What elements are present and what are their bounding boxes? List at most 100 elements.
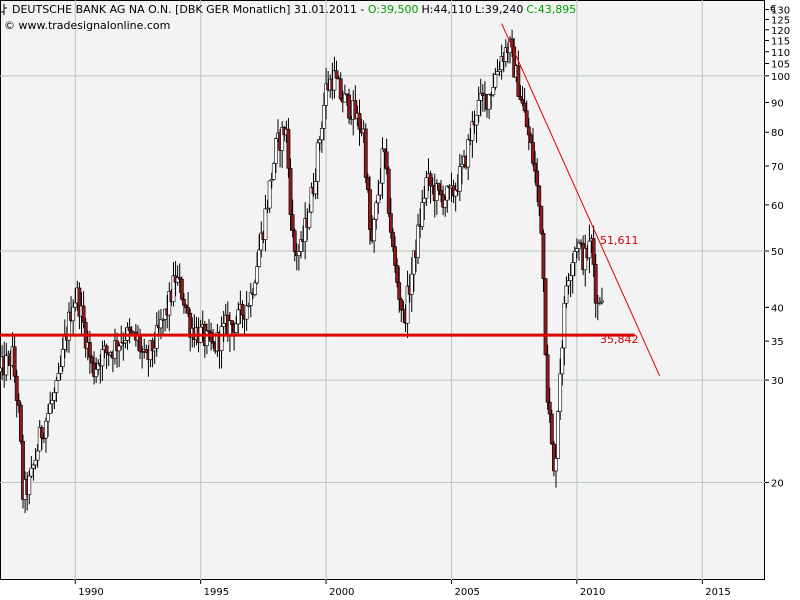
candle-body (368, 189, 372, 230)
candle-body (52, 392, 57, 401)
x-tick-label: 2015 (705, 587, 730, 598)
candle-body (67, 311, 71, 341)
candle-body (574, 248, 579, 252)
copyright-text: © www.tradesignalonline.com (4, 19, 170, 32)
candle-body (58, 366, 63, 374)
y-tick-label: 70 (771, 162, 784, 173)
header-title: DEUTSCHE BANK AG NA O.N. [DBK GER Monatl… (12, 3, 368, 16)
candle-body (518, 96, 523, 100)
candle-body (393, 246, 397, 266)
y-tick-label: 115 (771, 37, 790, 48)
header-close: C:43,895 (526, 3, 576, 16)
candle-body (531, 142, 535, 164)
candle-body (21, 441, 25, 500)
candle-body (73, 302, 78, 308)
candle-body (317, 139, 322, 144)
candle-body (4, 355, 9, 376)
currency-label: € (770, 4, 776, 15)
candle-body (476, 100, 481, 116)
y-tick-label: 35 (771, 337, 784, 348)
chart-icon (1, 4, 7, 15)
y-tick-label: 60 (771, 201, 784, 212)
candle-body (537, 185, 542, 207)
support-value-label: 35,842 (600, 333, 639, 346)
trend-line (501, 23, 661, 377)
candle-body (274, 138, 278, 164)
candle-body (71, 306, 76, 322)
candle-body (424, 177, 429, 199)
candle-body (539, 205, 544, 234)
candle-body (255, 266, 259, 284)
candle-body (319, 128, 324, 141)
candle-body (522, 102, 527, 112)
candle-body (556, 411, 560, 459)
y-tick-label: 20 (771, 479, 784, 490)
candle-body (545, 354, 550, 403)
candle-body (376, 194, 381, 204)
candle-body (374, 202, 379, 220)
x-tick-label: 2005 (454, 587, 479, 598)
x-tick-label: 1995 (204, 587, 229, 598)
candle-body (549, 413, 554, 445)
candle-body (138, 335, 142, 352)
candle-body (568, 275, 573, 281)
candle-body (286, 128, 291, 169)
candle-body (560, 347, 565, 375)
candle-body (12, 346, 17, 377)
candle-body (257, 249, 262, 267)
candle-body (271, 163, 276, 180)
candle-body (236, 309, 241, 325)
candle-body (179, 278, 184, 300)
candle-body (33, 459, 38, 466)
candle-body (39, 427, 44, 439)
y-tick-label: 120 (771, 26, 790, 37)
candle-body (487, 94, 491, 110)
candle-body (144, 349, 149, 353)
candle-body (94, 369, 99, 377)
header-open: O:39,500 (368, 3, 419, 16)
candle-body (543, 278, 548, 356)
candle-body (547, 401, 552, 415)
candle-body (31, 464, 36, 469)
candle-body (516, 65, 521, 97)
y-tick-label: 80 (771, 128, 784, 139)
candle-body (123, 340, 128, 344)
candle-body (591, 238, 596, 265)
candle-body (466, 139, 471, 168)
candle-body (372, 219, 377, 242)
y-tick-label: 40 (771, 303, 784, 314)
candle-body (382, 148, 387, 153)
plot-area (0, 0, 765, 580)
candle-body (315, 142, 320, 182)
candle-body (558, 373, 563, 412)
candle-body (230, 320, 234, 325)
candle-body (46, 413, 50, 422)
candle-body (399, 299, 404, 311)
candle-body (307, 211, 312, 228)
candle-body (14, 375, 19, 401)
candle-body (524, 110, 529, 128)
candle-body (397, 282, 402, 300)
candle-body (19, 404, 23, 442)
x-tick-label: 2010 (580, 587, 605, 598)
y-tick-label: 105 (771, 60, 790, 71)
candle-body (263, 208, 268, 240)
candle-body (357, 112, 362, 130)
candle-body (313, 181, 318, 195)
candle-body (491, 87, 496, 96)
candle-body (587, 240, 592, 259)
candle-body (117, 345, 122, 352)
y-tick-label: 110 (771, 48, 790, 59)
candle-body (600, 300, 604, 303)
candle-body (44, 420, 48, 439)
candle-body (209, 331, 214, 342)
candle-body (186, 307, 191, 314)
candle-body (184, 304, 188, 308)
candle-body (152, 347, 157, 352)
header-low: L:39,240 (475, 3, 523, 16)
candle-body (388, 213, 393, 233)
candle-body (562, 302, 567, 349)
candle-body (526, 126, 531, 136)
candle-body (50, 400, 55, 405)
candle-body (27, 475, 32, 495)
